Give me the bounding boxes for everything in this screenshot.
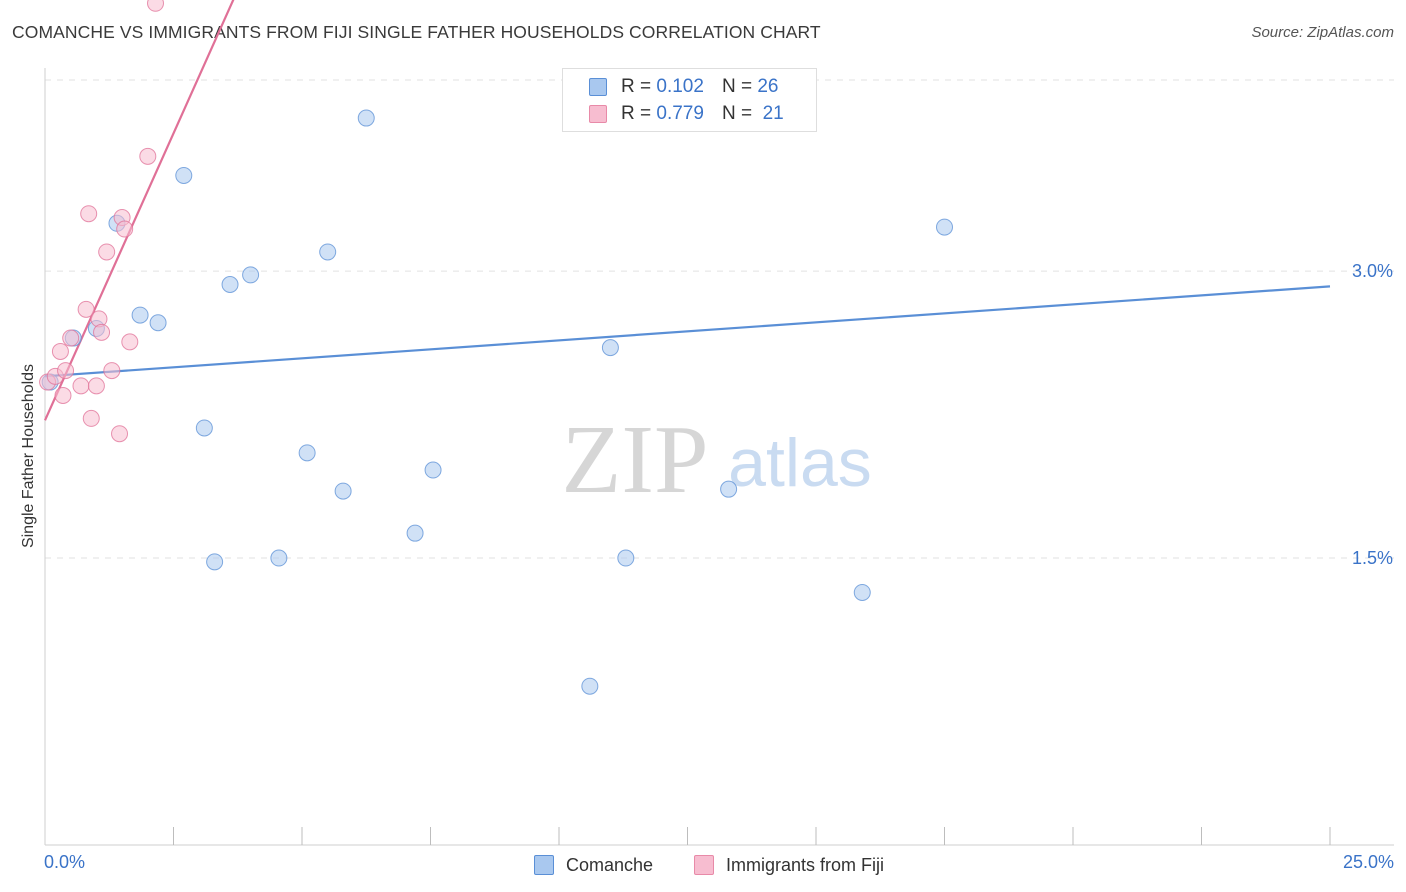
y-tick-labels: 1.5%3.0%4.5%6.0%: [1352, 261, 1393, 568]
chart-title: COMANCHE VS IMMIGRANTS FROM FIJI SINGLE …: [12, 22, 821, 42]
data-point-comanche: [221, 275, 239, 293]
data-point-fiji: [77, 300, 95, 318]
watermark-atlas: atlas: [728, 425, 872, 501]
legend-r-value: 0.779: [656, 103, 704, 124]
x-tick-label-min: 0.0%: [44, 852, 86, 872]
data-point-comanche: [424, 461, 442, 479]
data-point-comanche: [936, 218, 953, 236]
data-point-comanche: [601, 339, 619, 357]
legend-r-value: 0.102: [656, 76, 704, 97]
data-point-comanche: [242, 266, 260, 284]
x-ticks: [173, 827, 1331, 845]
legend-r-label: R =: [621, 76, 652, 97]
data-point-comanche: [319, 243, 337, 261]
data-point-comanche: [298, 444, 316, 462]
data-point-fiji: [121, 333, 139, 351]
legend-n-value: 21: [762, 103, 784, 124]
data-point-fiji: [93, 323, 111, 341]
data-point-fiji: [72, 377, 90, 395]
data-point-fiji: [51, 342, 69, 360]
legend-row-fiji: R = 0.779 N = 21: [563, 101, 784, 127]
axes: [44, 68, 1394, 846]
data-point-comanche: [131, 306, 149, 324]
watermark: ZIP atlas: [562, 406, 872, 514]
trend-line-comanche: [44, 285, 1331, 378]
legend-swatch-comanche: [589, 78, 607, 96]
series-legend-fiji: Immigrants from Fiji: [694, 852, 884, 878]
data-points: [39, 0, 953, 695]
legend-swatch-fiji: [589, 105, 607, 123]
data-point-comanche: [853, 583, 871, 601]
legend-n-value: 26: [757, 76, 779, 97]
data-point-comanche: [195, 419, 213, 437]
legend-n-label: N =: [721, 103, 753, 124]
data-point-fiji: [116, 220, 134, 238]
data-point-comanche: [334, 482, 352, 500]
legend-r-label: R =: [621, 103, 652, 124]
series-legend-label: Immigrants from Fiji: [726, 854, 885, 875]
series-legend-swatch-comanche: [534, 855, 554, 875]
data-point-fiji: [111, 425, 129, 443]
trend-lines: [43, 0, 1331, 421]
y-tick-label: 3.0%: [1352, 261, 1393, 281]
data-point-comanche: [406, 524, 424, 542]
data-point-fiji: [87, 377, 105, 395]
data-point-fiji: [82, 409, 100, 427]
data-point-fiji: [80, 205, 98, 223]
series-legend-comanche: Comanche: [534, 852, 653, 878]
data-point-fiji: [57, 362, 75, 380]
legend-n-label: N =: [721, 76, 753, 97]
source-label: Source: ZipAtlas.com: [1251, 24, 1394, 41]
data-point-comanche: [270, 549, 288, 567]
data-point-comanche: [149, 314, 167, 332]
data-point-comanche: [175, 166, 193, 184]
data-point-fiji: [139, 147, 157, 165]
data-point-fiji: [98, 243, 116, 261]
series-legend-label: Comanche: [566, 854, 654, 875]
y-tick-label: 1.5%: [1352, 548, 1393, 568]
legend-row-comanche: R = 0.102 N = 26: [563, 74, 778, 100]
data-point-comanche: [617, 549, 635, 567]
data-point-fiji: [54, 386, 72, 404]
data-point-fiji: [147, 0, 165, 12]
data-point-comanche: [357, 109, 375, 127]
data-point-comanche: [720, 480, 738, 498]
series-legend-swatch-fiji: [694, 855, 714, 875]
stats-legend: R = 0.102 N = 26 R = 0.779 N = 21: [562, 68, 817, 132]
data-point-fiji: [103, 362, 121, 380]
data-point-comanche: [206, 553, 224, 571]
x-tick-label-max: 25.0%: [1342, 852, 1394, 872]
watermark-zip: ZIP: [562, 406, 709, 514]
data-point-comanche: [581, 677, 599, 695]
data-point-fiji: [62, 329, 80, 347]
trend-line-fiji: [43, 0, 235, 421]
